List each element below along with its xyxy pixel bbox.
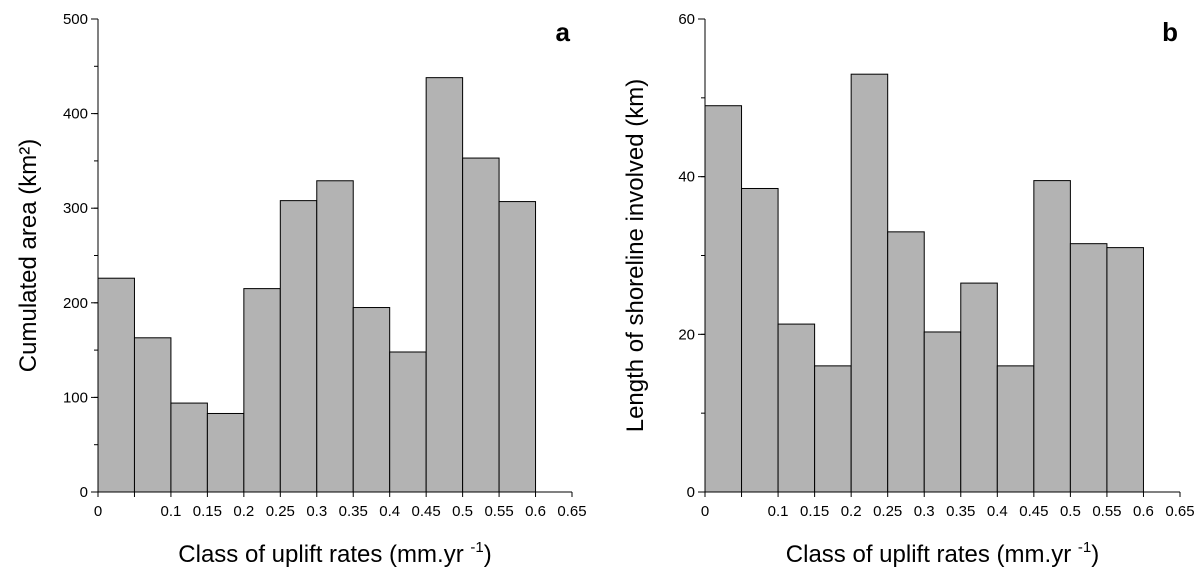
y-tick-label: 60 [678, 11, 695, 28]
x-axis-label-close: ) [484, 541, 492, 568]
bar-10 [1033, 180, 1071, 493]
x-tick-label: 0.65 [1165, 503, 1194, 520]
bar-6 [279, 200, 318, 493]
bar-11 [1069, 243, 1108, 493]
x-tick-label: 0.35 [339, 503, 368, 520]
y-tick-label: 200 [63, 295, 88, 312]
x-axis-label-main: Class of uplift rates (mm.yr [786, 541, 1078, 568]
bar-8 [352, 307, 391, 493]
bar-10 [425, 77, 464, 493]
panel-label: a [556, 17, 571, 47]
x-tick-label: 0.5 [452, 503, 473, 520]
bar-2 [741, 187, 779, 493]
bar-1 [97, 277, 135, 493]
x-tick-label: 0.55 [1092, 503, 1121, 520]
x-tick-label: 0 [94, 503, 102, 520]
x-tick-label: 0.25 [873, 503, 902, 520]
bar-3 [777, 323, 816, 493]
x-tick-label: 0.1 [160, 503, 181, 520]
bar-5 [243, 288, 281, 493]
x-tick-label: 0.1 [768, 503, 789, 520]
y-axis-label: Length of shoreline involved (km) [622, 79, 649, 433]
x-axis-label: Class of uplift rates (mm.yr -1) [178, 539, 491, 568]
bar-3 [170, 402, 208, 493]
x-tick-label: 0.3 [914, 503, 935, 520]
x-tick-label: 0.3 [306, 503, 327, 520]
x-tick-label: 0.65 [557, 503, 586, 520]
x-tick-label: 0.2 [233, 503, 254, 520]
panel-label: b [1162, 17, 1178, 47]
bar-7 [316, 180, 354, 493]
x-axis-label-main: Class of uplift rates (mm.yr [178, 541, 470, 568]
x-tick-label: 0.35 [946, 503, 975, 520]
x-axis-label: Class of uplift rates (mm.yr -1) [786, 539, 1099, 568]
x-axis-label-superscript: -1 [1078, 539, 1091, 556]
y-tick-label: 500 [63, 11, 88, 28]
x-tick-label: 0.5 [1060, 503, 1081, 520]
y-tick-label: 300 [63, 200, 88, 217]
x-tick-label: 0.15 [800, 503, 829, 520]
bar-1 [704, 105, 743, 493]
x-tick-label: 0.4 [379, 503, 400, 520]
x-tick-label: 0.25 [266, 503, 295, 520]
bar-5 [850, 73, 889, 493]
x-tick-label: 0.4 [987, 503, 1008, 520]
y-tick-label: 40 [678, 169, 695, 186]
x-tick-label: 0.6 [1133, 503, 1154, 520]
x-axis-label-close: ) [1091, 541, 1099, 568]
bar-9 [389, 351, 427, 493]
bar-12 [1106, 247, 1144, 493]
bar-6 [887, 231, 925, 493]
x-axis-label-superscript: -1 [470, 539, 483, 556]
y-axis-label: Cumulated area (km²) [15, 139, 42, 372]
bar-12 [498, 201, 537, 493]
x-tick-label: 0 [701, 503, 709, 520]
x-tick-label: 0.45 [412, 503, 441, 520]
y-tick-label: 100 [63, 389, 88, 406]
y-tick-label: 20 [678, 326, 695, 343]
y-tick-label: 400 [63, 106, 88, 123]
x-tick-label: 0.45 [1019, 503, 1048, 520]
x-tick-label: 0.15 [193, 503, 222, 520]
bar-8 [960, 282, 998, 493]
x-tick-label: 0.55 [484, 503, 513, 520]
x-tick-label: 0.6 [525, 503, 546, 520]
bar-4 [206, 412, 245, 493]
x-tick-label: 0.2 [841, 503, 862, 520]
bar-4 [814, 365, 852, 493]
y-tick-label: 0 [80, 484, 88, 501]
y-tick-label: 0 [687, 484, 695, 501]
bar-7 [923, 331, 962, 493]
bar-9 [996, 365, 1035, 493]
bar-2 [133, 337, 172, 493]
bar-11 [462, 157, 500, 493]
